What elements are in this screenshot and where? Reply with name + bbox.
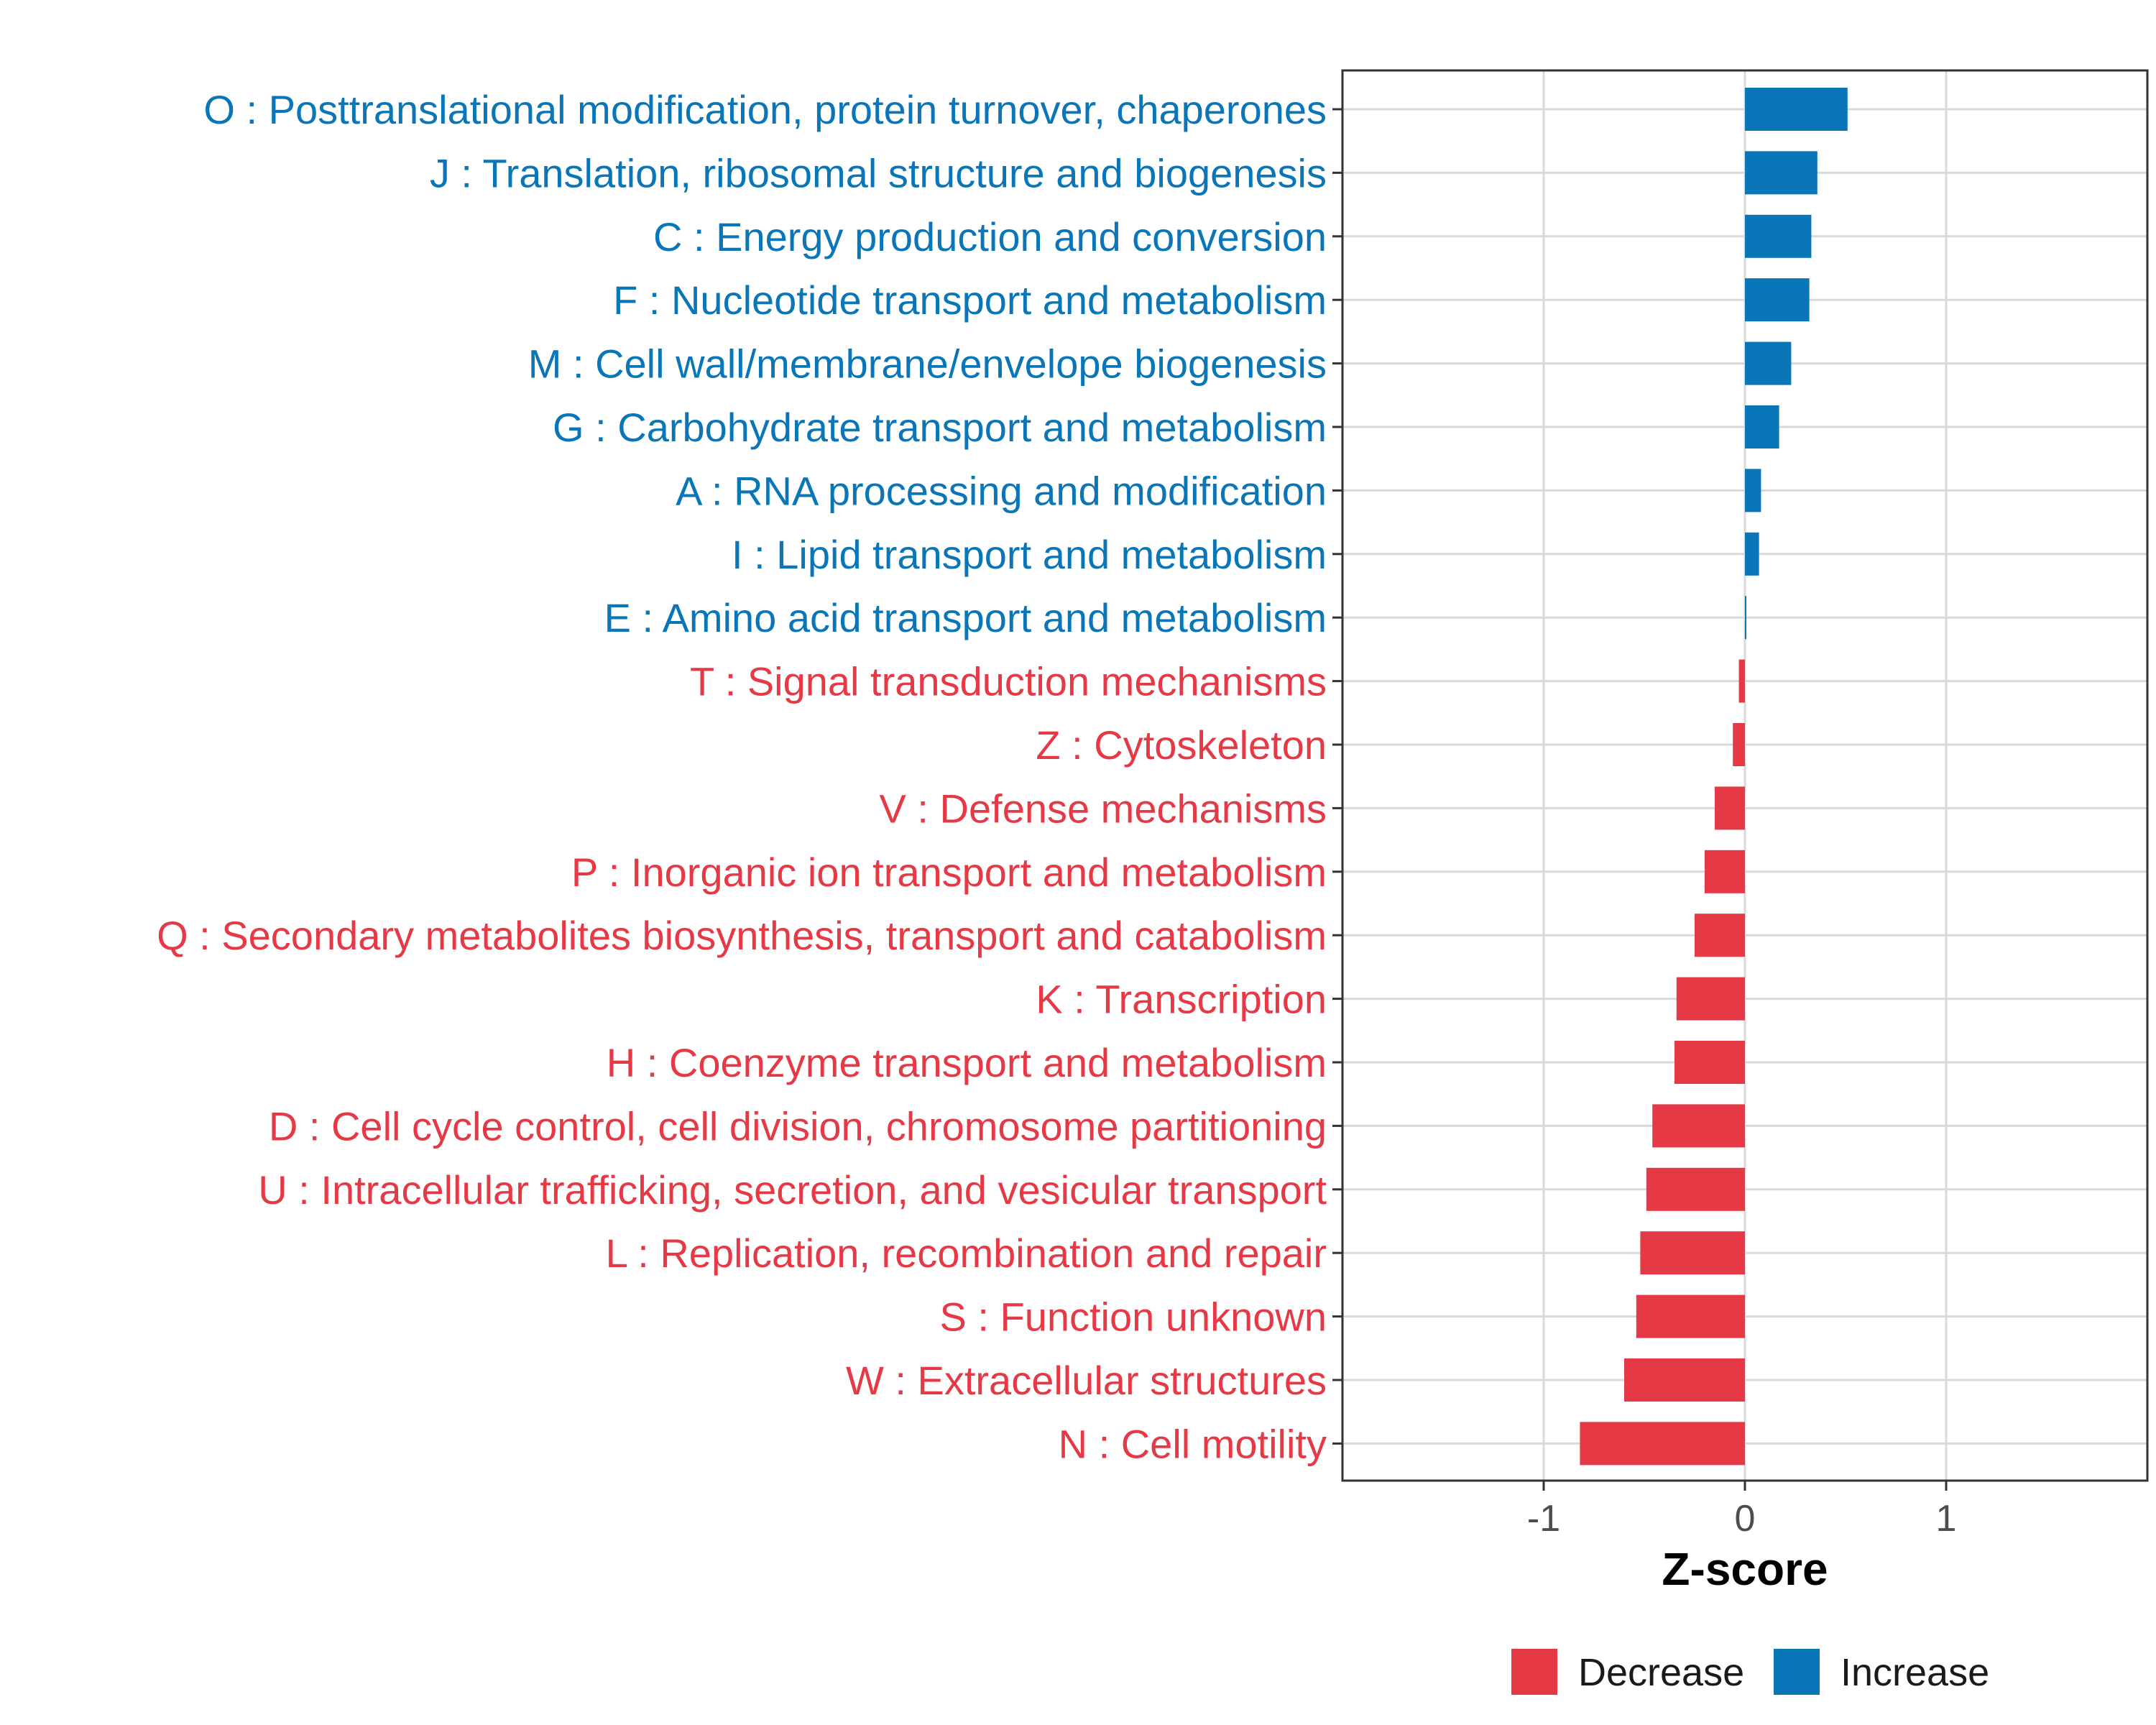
- category-label: G : Carbohydrate transport and metabolis…: [553, 405, 1327, 450]
- bar: [1745, 532, 1759, 576]
- legend: Decrease Increase: [1511, 1649, 1989, 1695]
- bar: [1580, 1422, 1745, 1466]
- bar: [1738, 659, 1745, 703]
- category-label: D : Cell cycle control, cell division, c…: [269, 1103, 1327, 1149]
- bar: [1652, 1104, 1745, 1148]
- category-label: V : Defense mechanisms: [880, 786, 1327, 831]
- x-tick-layer: -1 0 1: [1527, 1481, 1957, 1540]
- y-tick-layer: [1332, 108, 1342, 1445]
- bar: [1745, 341, 1792, 385]
- legend-swatch-decrease: [1511, 1649, 1557, 1695]
- bar: [1715, 786, 1745, 830]
- category-label: O : Posttranslational modification, prot…: [203, 87, 1327, 132]
- category-label: H : Coenzyme transport and metabolism: [607, 1040, 1327, 1085]
- bar: [1674, 1041, 1745, 1084]
- category-label: T : Signal transduction mechanisms: [690, 659, 1327, 704]
- legend-label-increase: Increase: [1841, 1651, 1989, 1694]
- category-label: K : Transcription: [1036, 977, 1327, 1022]
- bar: [1695, 914, 1745, 957]
- x-tick-label: 0: [1735, 1498, 1756, 1540]
- bar: [1733, 723, 1745, 766]
- x-axis-title: Z-score: [1662, 1543, 1828, 1595]
- category-label: E : Amino acid transport and metabolism: [604, 595, 1327, 640]
- bar: [1745, 405, 1779, 448]
- bar: [1745, 596, 1746, 640]
- category-label: J : Translation, ribosomal structure and…: [430, 150, 1327, 196]
- bar: [1705, 850, 1745, 893]
- bar-layer: [1580, 88, 1848, 1466]
- category-label: Q : Secondary metabolites biosynthesis, …: [157, 913, 1327, 958]
- category-label: F : Nucleotide transport and metabolism: [613, 277, 1327, 323]
- category-label: A : RNA processing and modification: [676, 468, 1327, 513]
- legend-swatch-increase: [1774, 1649, 1820, 1695]
- bar: [1745, 151, 1818, 195]
- legend-label-decrease: Decrease: [1578, 1651, 1744, 1694]
- x-tick-label: 1: [1936, 1498, 1957, 1540]
- category-label: M : Cell wall/membrane/envelope biogenes…: [528, 341, 1327, 387]
- bar: [1745, 469, 1761, 512]
- bar: [1676, 977, 1745, 1021]
- bar: [1745, 278, 1810, 322]
- category-label: P : Inorganic ion transport and metaboli…: [571, 850, 1327, 895]
- bar: [1745, 88, 1848, 131]
- category-label: L : Replication, recombination and repai…: [606, 1230, 1327, 1276]
- bar: [1624, 1358, 1745, 1402]
- category-label: W : Extracellular structures: [846, 1358, 1327, 1403]
- category-label: S : Function unknown: [939, 1294, 1327, 1340]
- bar: [1640, 1231, 1745, 1275]
- bar: [1636, 1294, 1745, 1338]
- category-label-layer: O : Posttranslational modification, prot…: [157, 87, 1327, 1466]
- x-tick-label: -1: [1527, 1498, 1560, 1540]
- bar: [1745, 214, 1812, 258]
- category-label: N : Cell motility: [1059, 1421, 1327, 1466]
- category-label: U : Intracellular trafficking, secretion…: [258, 1167, 1327, 1213]
- category-label: Z : Cytoskeleton: [1036, 722, 1327, 768]
- bar: [1646, 1167, 1745, 1211]
- category-label: I : Lipid transport and metabolism: [732, 532, 1327, 577]
- category-label: C : Energy production and conversion: [653, 214, 1327, 259]
